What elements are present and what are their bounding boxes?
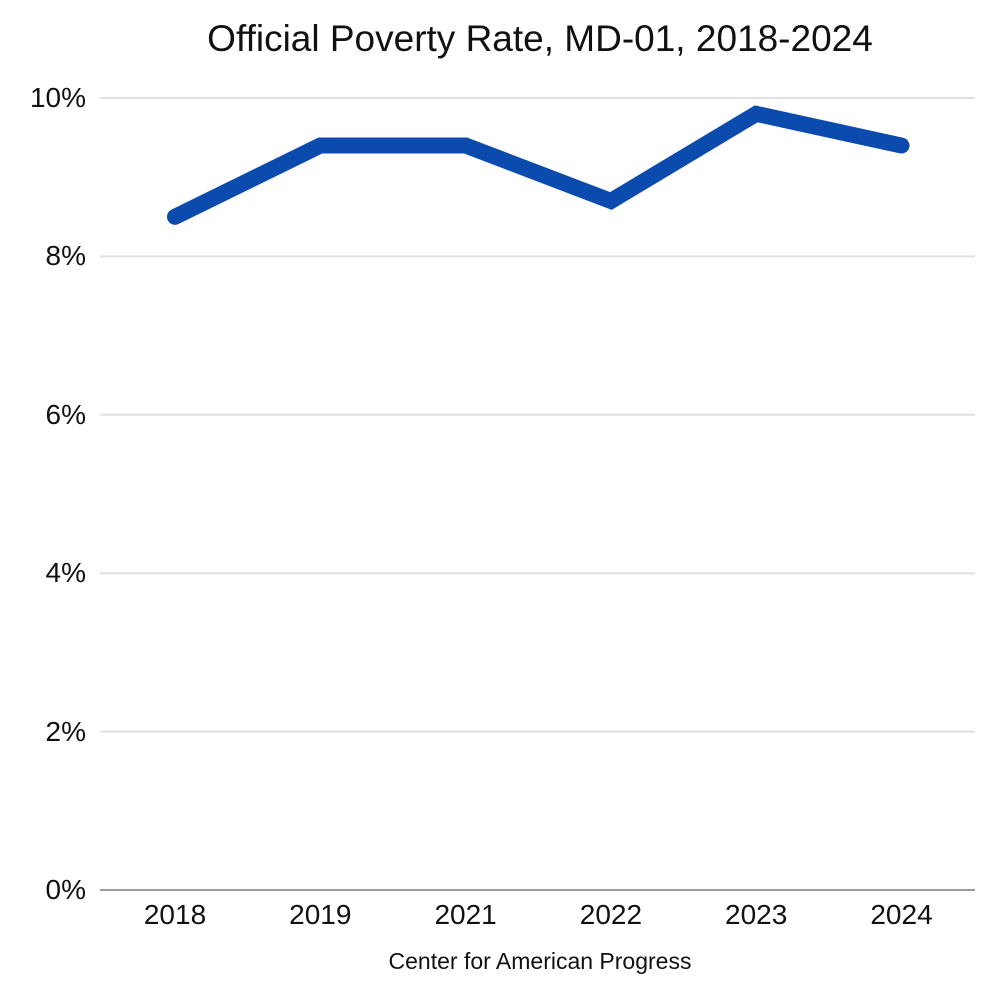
y-tick-label-5: 10%: [29, 82, 86, 113]
chart-title: Official Poverty Rate, MD-01, 2018-2024: [207, 18, 873, 59]
x-tick-label-0: 2018: [143, 899, 207, 930]
y-tick-label-0: 0%: [45, 874, 86, 905]
poverty-rate-line: [167, 105, 910, 225]
y-tick-label-4: 8%: [45, 240, 86, 272]
x-tick-label-5: 2024: [870, 899, 933, 930]
y-tick-label-2: 4%: [45, 557, 86, 589]
x-tick-label-2: 2021: [434, 899, 497, 930]
chart-source-caption: Center for American Progress: [388, 948, 692, 974]
x-tick-label-4: 2023: [725, 899, 788, 930]
y-tick-label-1: 2%: [45, 715, 86, 747]
x-tick-label-1: 2019: [289, 899, 352, 930]
x-tick-label-3: 2022: [579, 899, 643, 930]
y-tick-label-3: 6%: [45, 398, 86, 430]
